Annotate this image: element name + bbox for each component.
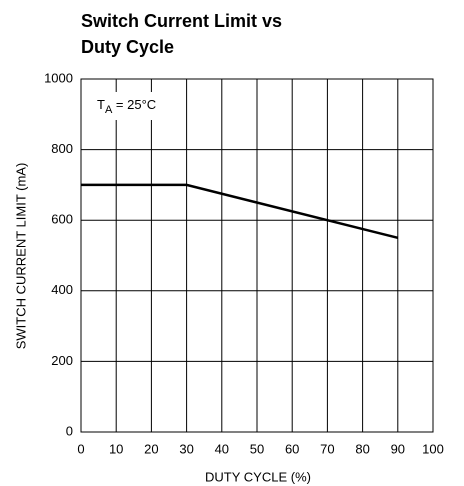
- plot-frame: [80, 78, 434, 433]
- x-tick-label: 0: [77, 441, 84, 456]
- x-axis-label: DUTY CYCLE (%): [205, 469, 311, 484]
- data-line: [81, 183, 399, 240]
- y-axis-label: SWITCH CURRENT LIMIT (mA): [13, 163, 28, 350]
- x-tick-label: 40: [215, 441, 229, 456]
- chart-title: Duty Cycle: [81, 37, 174, 57]
- x-tick-label: 70: [320, 441, 334, 456]
- y-tick-label: 400: [51, 282, 73, 297]
- annotation: TA = 25°C: [97, 97, 156, 115]
- x-tick-label: 10: [109, 441, 123, 456]
- y-tick-label: 200: [51, 353, 73, 368]
- x-tick-label: 80: [355, 441, 369, 456]
- x-tick-label: 50: [250, 441, 264, 456]
- annotation-part: T: [97, 97, 105, 112]
- x-tick-label: 20: [144, 441, 158, 456]
- y-tick-label: 1000: [44, 70, 73, 85]
- annotation-part: A: [105, 104, 113, 116]
- chart-title: Switch Current Limit vs: [81, 11, 282, 31]
- y-tick-label: 800: [51, 141, 73, 156]
- x-tick-label: 90: [391, 441, 405, 456]
- x-tick-label: 100: [422, 441, 444, 456]
- x-tick-label: 60: [285, 441, 299, 456]
- annotation-part: = 25°C: [112, 97, 156, 112]
- annotation-bg: [93, 92, 173, 120]
- y-tick-label: 0: [66, 423, 73, 438]
- x-tick-label: 30: [179, 441, 193, 456]
- y-tick-label: 600: [51, 212, 73, 227]
